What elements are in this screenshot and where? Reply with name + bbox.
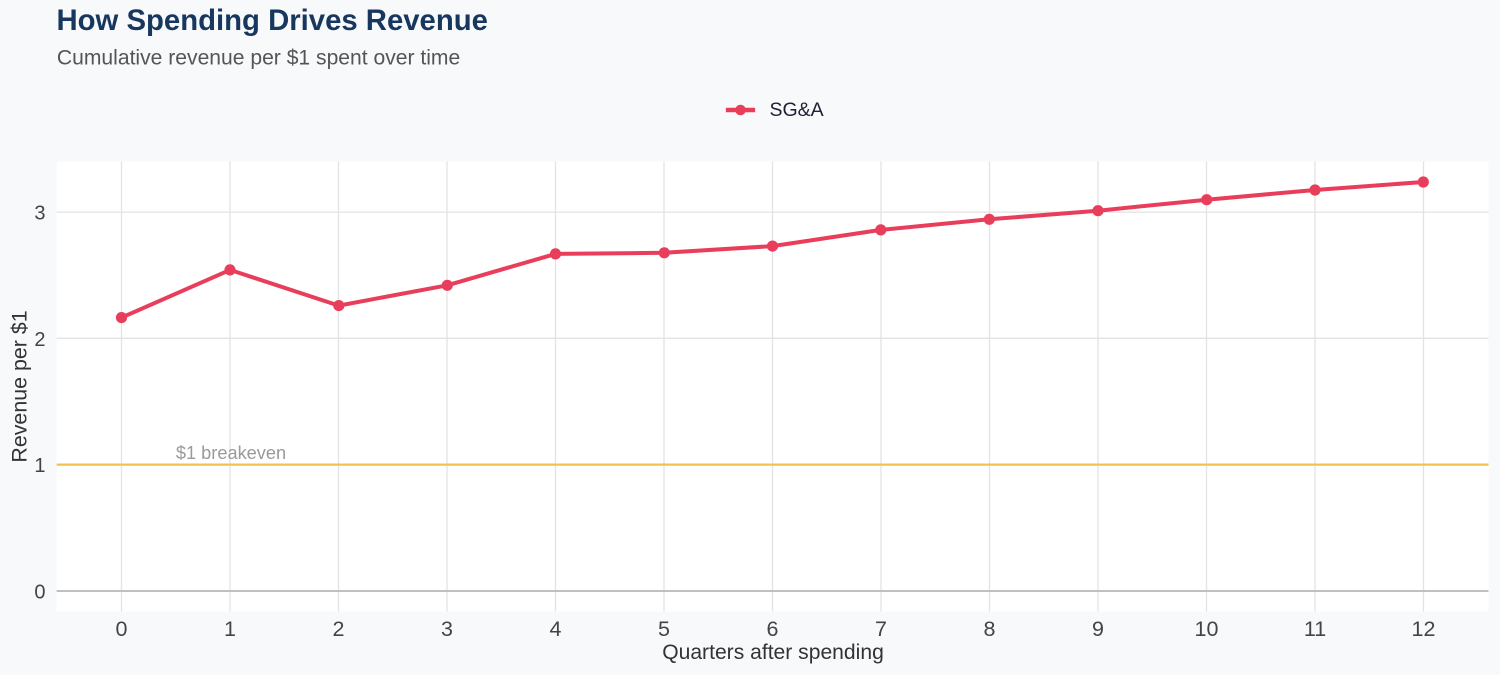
- svg-text:Revenue per $1: Revenue per $1: [8, 310, 32, 462]
- svg-text:12: 12: [1412, 617, 1436, 641]
- svg-text:3: 3: [34, 203, 45, 225]
- svg-text:SG&A: SG&A: [770, 99, 824, 121]
- svg-text:Quarters after spending: Quarters after spending: [662, 641, 884, 664]
- svg-text:1: 1: [224, 617, 236, 641]
- svg-text:0: 0: [116, 617, 128, 641]
- svg-text:How Spending Drives Revenue: How Spending Drives Revenue: [57, 4, 488, 37]
- svg-text:1: 1: [34, 455, 45, 477]
- svg-text:4: 4: [550, 617, 562, 641]
- svg-text:0: 0: [34, 582, 45, 604]
- svg-text:2: 2: [34, 329, 45, 351]
- svg-text:8: 8: [984, 617, 996, 641]
- svg-text:10: 10: [1195, 617, 1219, 641]
- svg-text:3: 3: [441, 617, 453, 641]
- svg-text:Cumulative revenue per $1 spen: Cumulative revenue per $1 spent over tim…: [57, 47, 460, 70]
- svg-text:11: 11: [1304, 617, 1326, 641]
- svg-text:9: 9: [1092, 617, 1104, 641]
- svg-text:6: 6: [767, 617, 779, 641]
- svg-text:7: 7: [875, 617, 887, 641]
- svg-text:2: 2: [333, 617, 345, 641]
- svg-text:5: 5: [658, 617, 670, 641]
- svg-text:$1 breakeven: $1 breakeven: [176, 443, 286, 463]
